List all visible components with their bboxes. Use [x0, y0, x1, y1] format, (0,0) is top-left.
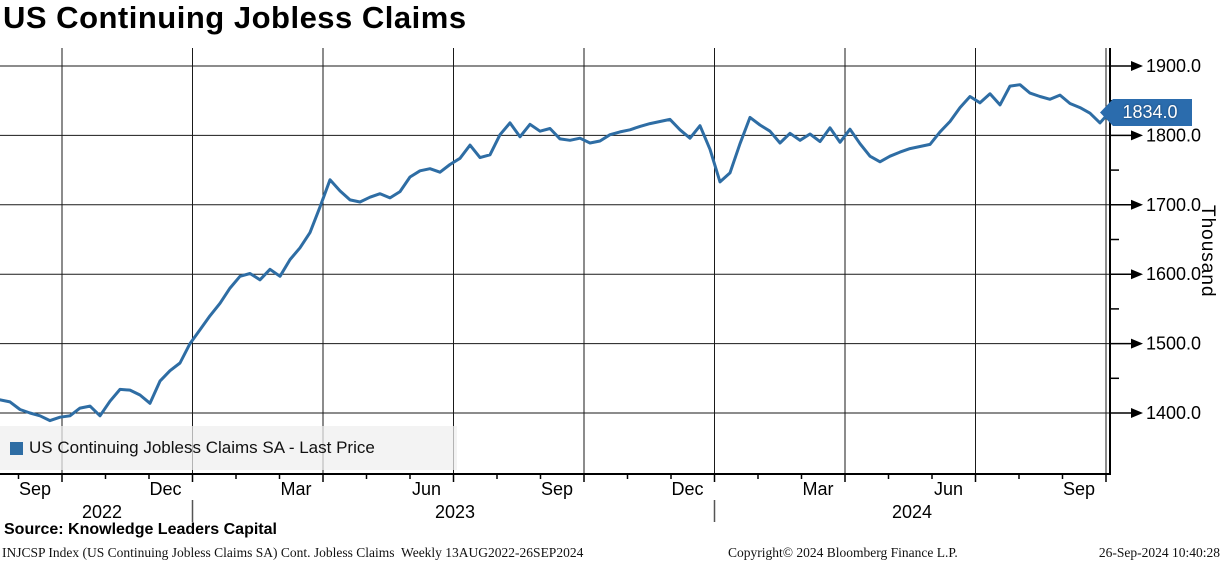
y-tick-arrow-icon [1131, 199, 1143, 210]
x-year-label: 2023 [435, 502, 475, 522]
x-month-label: Sep [1063, 479, 1095, 499]
footer-copyright: Copyright© 2024 Bloomberg Finance L.P. [728, 545, 958, 560]
y-axis-unit-label: Thousand [1197, 205, 1218, 298]
price-line-series [0, 83, 1112, 423]
x-month-label: Mar [803, 479, 834, 499]
y-tick-arrow-icon [1131, 408, 1143, 418]
legend-swatch-icon [10, 441, 23, 455]
chart-title: US Continuing Jobless Claims [3, 0, 467, 35]
y-tick-label: 1700.0 [1146, 195, 1201, 215]
source-prefix: Source: [4, 521, 64, 538]
x-month-label: Sep [19, 479, 51, 499]
y-tick-label: 1600.0 [1146, 264, 1201, 284]
x-year-label: 2024 [892, 502, 932, 522]
source-row: Source: Knowledge Leaders Capital [4, 521, 277, 539]
x-month-label: Jun [412, 479, 441, 499]
y-tick-label: 1400.0 [1146, 403, 1201, 423]
x-month-label: Dec [671, 479, 703, 499]
y-tick-arrow-icon [1131, 269, 1143, 280]
x-month-label: Sep [541, 479, 573, 499]
y-tick-label: 1900.0 [1146, 56, 1201, 76]
x-month-label: Mar [281, 479, 312, 499]
last-price-badge: 1834.0 [1100, 99, 1192, 126]
y-tick-arrow-icon [1131, 130, 1143, 141]
legend-box[interactable]: US Continuing Jobless Claims SA - Last P… [0, 426, 457, 470]
source-text: Knowledge Leaders Capital [63, 521, 277, 538]
y-tick-arrow-icon [1131, 338, 1143, 349]
x-month-label: Dec [149, 479, 181, 499]
y-tick-arrow-icon [1131, 61, 1143, 71]
footer-timestamp: 26-Sep-2024 10:40:28 [1098, 545, 1220, 560]
y-tick-label: 1500.0 [1146, 334, 1201, 354]
x-month-label: Jun [934, 479, 963, 499]
y-tick-label: 1800.0 [1146, 125, 1201, 145]
legend-label: US Continuing Jobless Claims SA - Last P… [29, 438, 375, 457]
footer-ticker-info: INJCSP Index (US Continuing Jobless Clai… [2, 545, 584, 560]
x-year-label: 2022 [82, 502, 122, 522]
